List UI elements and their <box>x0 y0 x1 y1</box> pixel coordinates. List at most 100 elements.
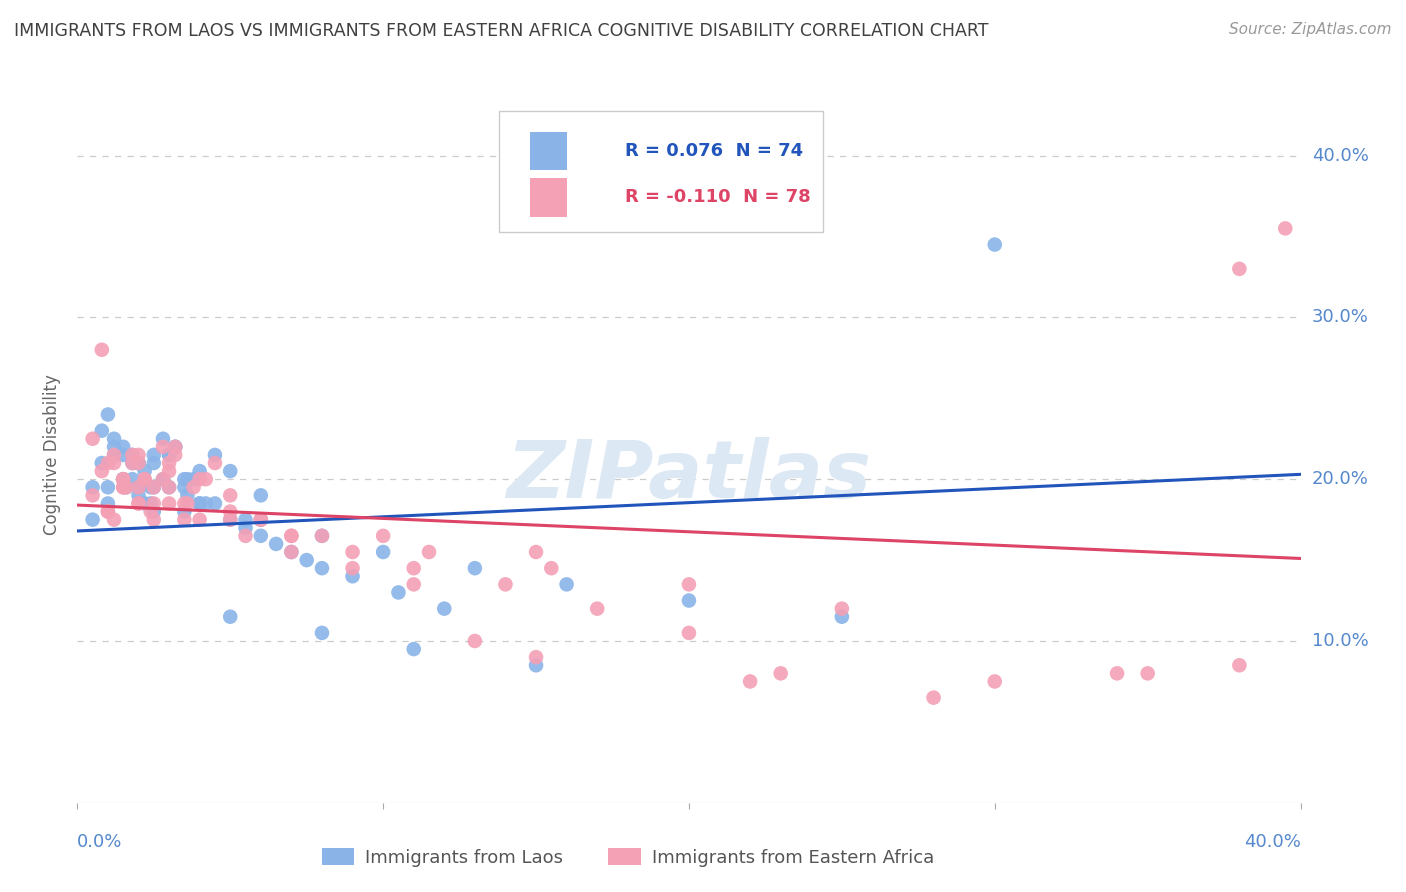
Text: IMMIGRANTS FROM LAOS VS IMMIGRANTS FROM EASTERN AFRICA COGNITIVE DISABILITY CORR: IMMIGRANTS FROM LAOS VS IMMIGRANTS FROM … <box>14 22 988 40</box>
Point <box>103 440 125 454</box>
Point <box>250 513 273 527</box>
Point <box>173 472 195 486</box>
Point <box>127 456 149 470</box>
Point <box>188 496 211 510</box>
Point <box>1229 658 1251 673</box>
Point <box>280 529 302 543</box>
Point <box>112 480 135 494</box>
Point <box>402 577 425 591</box>
Point <box>311 561 333 575</box>
Point <box>142 504 165 518</box>
Point <box>678 577 700 591</box>
Point <box>152 472 174 486</box>
Point <box>311 529 333 543</box>
Point <box>984 674 1007 689</box>
Point <box>173 513 195 527</box>
Point <box>235 513 257 527</box>
Point <box>127 456 149 470</box>
Point <box>188 472 211 486</box>
Point <box>142 480 165 494</box>
Text: 20.0%: 20.0% <box>1312 470 1368 488</box>
Point <box>152 432 174 446</box>
Point <box>82 488 104 502</box>
Point <box>139 480 162 494</box>
Point <box>112 440 135 454</box>
Y-axis label: Cognitive Disability: Cognitive Disability <box>44 375 62 535</box>
Point <box>311 626 333 640</box>
Point <box>219 488 242 502</box>
Point <box>433 601 456 615</box>
Point <box>464 634 486 648</box>
Point <box>103 513 125 527</box>
Point <box>157 448 180 462</box>
Point <box>769 666 792 681</box>
Point <box>311 529 333 543</box>
Text: 0.0%: 0.0% <box>77 833 122 851</box>
Point <box>194 472 217 486</box>
Point <box>134 464 156 478</box>
Point <box>188 464 211 478</box>
Point <box>678 626 700 640</box>
Point <box>219 609 242 624</box>
Point <box>103 448 125 462</box>
Point <box>165 440 187 454</box>
Point <box>115 480 138 494</box>
Point <box>103 448 125 462</box>
Point <box>280 545 302 559</box>
Point <box>219 464 242 478</box>
Point <box>157 496 180 510</box>
Point <box>121 456 143 470</box>
Point <box>142 480 165 494</box>
Point <box>188 496 211 510</box>
Point <box>152 440 174 454</box>
Point <box>97 496 120 510</box>
Text: R = 0.076  N = 74: R = 0.076 N = 74 <box>626 142 803 160</box>
Point <box>127 496 149 510</box>
Point <box>831 609 853 624</box>
Point <box>984 237 1007 252</box>
Point <box>173 480 195 494</box>
Point <box>831 601 853 615</box>
Point <box>402 561 425 575</box>
Point <box>176 488 198 502</box>
Point <box>103 456 125 470</box>
Point <box>250 513 273 527</box>
Point <box>1107 666 1129 681</box>
Point <box>112 472 135 486</box>
Point <box>235 529 257 543</box>
Point <box>134 496 156 510</box>
FancyBboxPatch shape <box>530 132 567 170</box>
Point <box>678 593 700 607</box>
Point <box>555 577 578 591</box>
Point <box>97 480 120 494</box>
Point <box>90 456 112 470</box>
Point <box>97 504 120 518</box>
Point <box>82 480 104 494</box>
Point <box>464 561 486 575</box>
Point <box>342 545 364 559</box>
Point <box>90 464 112 478</box>
Point <box>97 408 120 422</box>
Point <box>165 448 187 462</box>
Point <box>280 545 302 559</box>
Point <box>127 480 149 494</box>
Text: 40.0%: 40.0% <box>1312 146 1368 165</box>
Point <box>127 448 149 462</box>
Point <box>342 561 364 575</box>
Point <box>173 504 195 518</box>
Point <box>176 472 198 486</box>
Text: 10.0%: 10.0% <box>1312 632 1368 650</box>
Point <box>183 480 205 494</box>
Point <box>387 585 409 599</box>
Point <box>157 480 180 494</box>
Point <box>142 456 165 470</box>
Point <box>194 496 217 510</box>
Point <box>134 472 156 486</box>
Point <box>586 601 609 615</box>
Point <box>142 496 165 510</box>
Point <box>250 529 273 543</box>
Point <box>165 440 187 454</box>
Point <box>152 472 174 486</box>
Text: Source: ZipAtlas.com: Source: ZipAtlas.com <box>1229 22 1392 37</box>
Point <box>1229 261 1251 276</box>
